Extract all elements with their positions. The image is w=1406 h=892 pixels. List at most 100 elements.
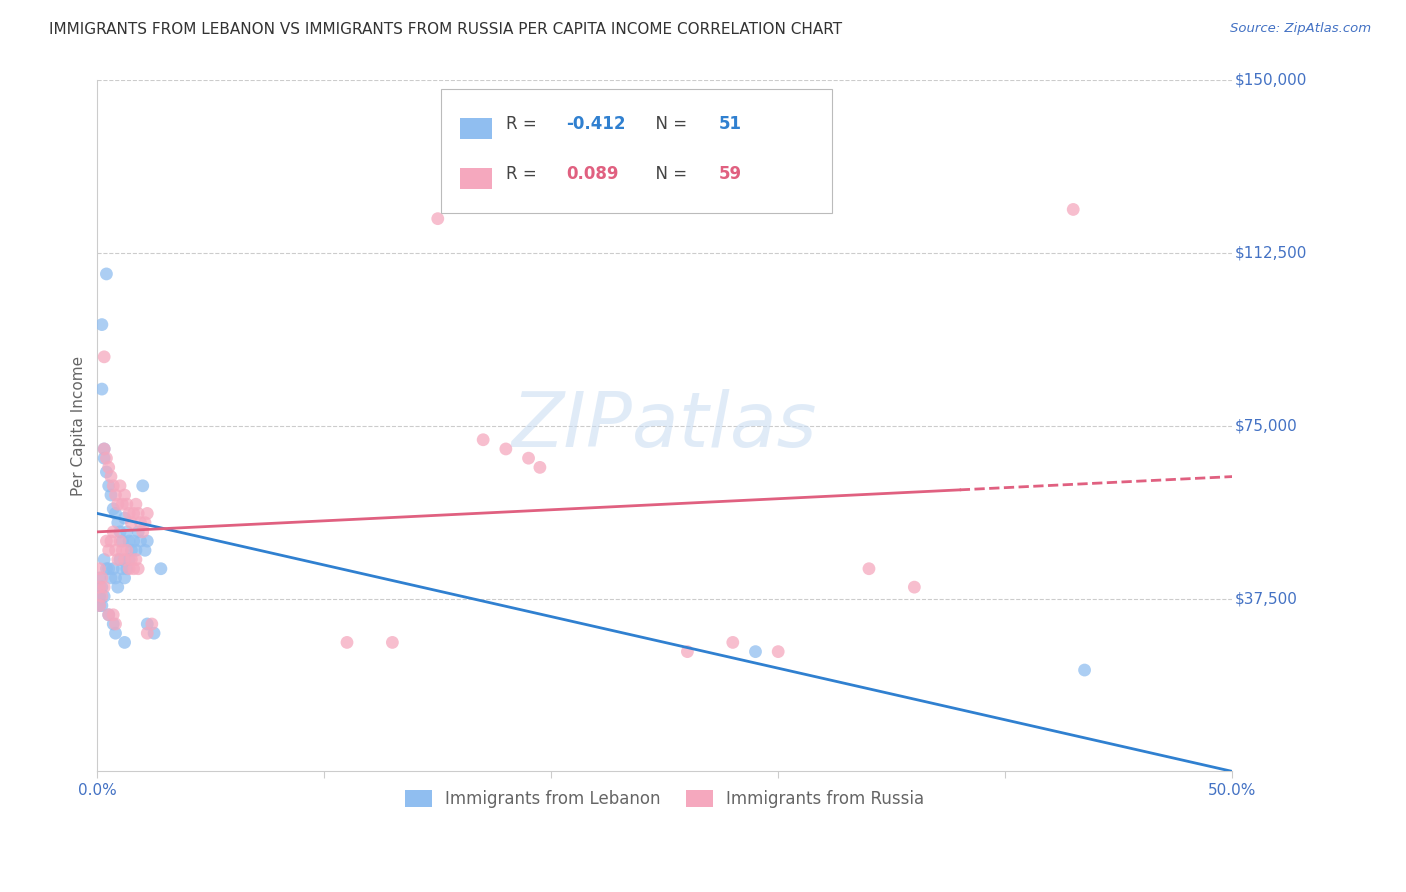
Point bbox=[114, 635, 136, 649]
Point bbox=[93, 590, 115, 604]
Text: $150,000: $150,000 bbox=[1234, 73, 1306, 88]
Point bbox=[472, 433, 495, 447]
Point bbox=[129, 516, 152, 530]
Point bbox=[118, 562, 141, 576]
Text: $75,000: $75,000 bbox=[1234, 418, 1298, 434]
Point bbox=[129, 534, 152, 549]
Text: IMMIGRANTS FROM LEBANON VS IMMIGRANTS FROM RUSSIA PER CAPITA INCOME CORRELATION : IMMIGRANTS FROM LEBANON VS IMMIGRANTS FR… bbox=[49, 22, 842, 37]
Point bbox=[96, 534, 118, 549]
Point bbox=[336, 635, 359, 649]
Text: 0.089: 0.089 bbox=[567, 165, 619, 183]
Point bbox=[89, 571, 111, 585]
Point bbox=[125, 552, 148, 566]
Point bbox=[114, 488, 136, 502]
Point bbox=[89, 580, 111, 594]
Point bbox=[141, 617, 163, 632]
Point bbox=[903, 580, 925, 594]
Point bbox=[111, 534, 134, 549]
Text: Source: ZipAtlas.com: Source: ZipAtlas.com bbox=[1230, 22, 1371, 36]
Point bbox=[127, 507, 149, 521]
Point bbox=[107, 497, 129, 511]
Point bbox=[100, 469, 122, 483]
Point bbox=[118, 552, 141, 566]
Point bbox=[104, 571, 127, 585]
Point bbox=[93, 442, 115, 456]
Text: R =: R = bbox=[506, 165, 541, 183]
Point bbox=[103, 479, 125, 493]
Point bbox=[93, 442, 115, 456]
Point bbox=[107, 516, 129, 530]
Point bbox=[89, 599, 111, 613]
Point bbox=[136, 507, 159, 521]
Point bbox=[100, 534, 122, 549]
Point bbox=[562, 175, 585, 189]
Point bbox=[134, 516, 156, 530]
Point bbox=[125, 543, 148, 558]
Point bbox=[114, 511, 136, 525]
Point bbox=[744, 645, 766, 659]
Text: 59: 59 bbox=[720, 165, 742, 183]
Point bbox=[107, 552, 129, 566]
Point bbox=[114, 552, 136, 566]
Point bbox=[103, 524, 125, 539]
Point bbox=[97, 543, 120, 558]
Point bbox=[132, 524, 155, 539]
Point bbox=[93, 580, 115, 594]
Point bbox=[108, 534, 131, 549]
Point bbox=[381, 635, 404, 649]
Point bbox=[93, 350, 115, 364]
Point bbox=[90, 580, 112, 594]
Point bbox=[1062, 202, 1084, 217]
Point bbox=[114, 571, 136, 585]
Point bbox=[103, 562, 125, 576]
Point bbox=[125, 497, 148, 511]
Point bbox=[90, 571, 112, 585]
Point bbox=[858, 562, 880, 576]
Point bbox=[96, 451, 118, 466]
Point bbox=[89, 562, 111, 576]
Point bbox=[134, 543, 156, 558]
Point bbox=[120, 543, 142, 558]
Text: N =: N = bbox=[645, 115, 693, 133]
Point bbox=[115, 562, 138, 576]
FancyBboxPatch shape bbox=[461, 118, 492, 139]
Point bbox=[132, 479, 155, 493]
Point bbox=[100, 488, 122, 502]
Point bbox=[495, 442, 517, 456]
Point bbox=[136, 617, 159, 632]
Point bbox=[97, 607, 120, 622]
Point bbox=[122, 562, 145, 576]
Point bbox=[104, 543, 127, 558]
Y-axis label: Per Capita Income: Per Capita Income bbox=[72, 356, 86, 496]
Point bbox=[90, 590, 112, 604]
Point bbox=[529, 460, 551, 475]
Point bbox=[149, 562, 172, 576]
Point bbox=[136, 626, 159, 640]
Point bbox=[89, 599, 111, 613]
Point bbox=[89, 590, 111, 604]
Point bbox=[108, 524, 131, 539]
Point bbox=[426, 211, 449, 226]
Text: $112,500: $112,500 bbox=[1234, 245, 1306, 260]
Point bbox=[118, 534, 141, 549]
Point bbox=[111, 562, 134, 576]
Point bbox=[103, 617, 125, 632]
Point bbox=[143, 626, 166, 640]
Point bbox=[103, 607, 125, 622]
Point bbox=[108, 552, 131, 566]
Point bbox=[721, 635, 744, 649]
Legend: Immigrants from Lebanon, Immigrants from Russia: Immigrants from Lebanon, Immigrants from… bbox=[399, 783, 931, 815]
Text: 51: 51 bbox=[720, 115, 742, 133]
Text: R =: R = bbox=[506, 115, 541, 133]
Point bbox=[120, 552, 142, 566]
Point bbox=[127, 562, 149, 576]
Text: N =: N = bbox=[645, 165, 693, 183]
Point bbox=[97, 607, 120, 622]
Point bbox=[103, 501, 125, 516]
Point bbox=[104, 507, 127, 521]
Point bbox=[104, 626, 127, 640]
Point bbox=[93, 451, 115, 466]
Point bbox=[104, 617, 127, 632]
Point bbox=[100, 571, 122, 585]
Point bbox=[676, 645, 699, 659]
